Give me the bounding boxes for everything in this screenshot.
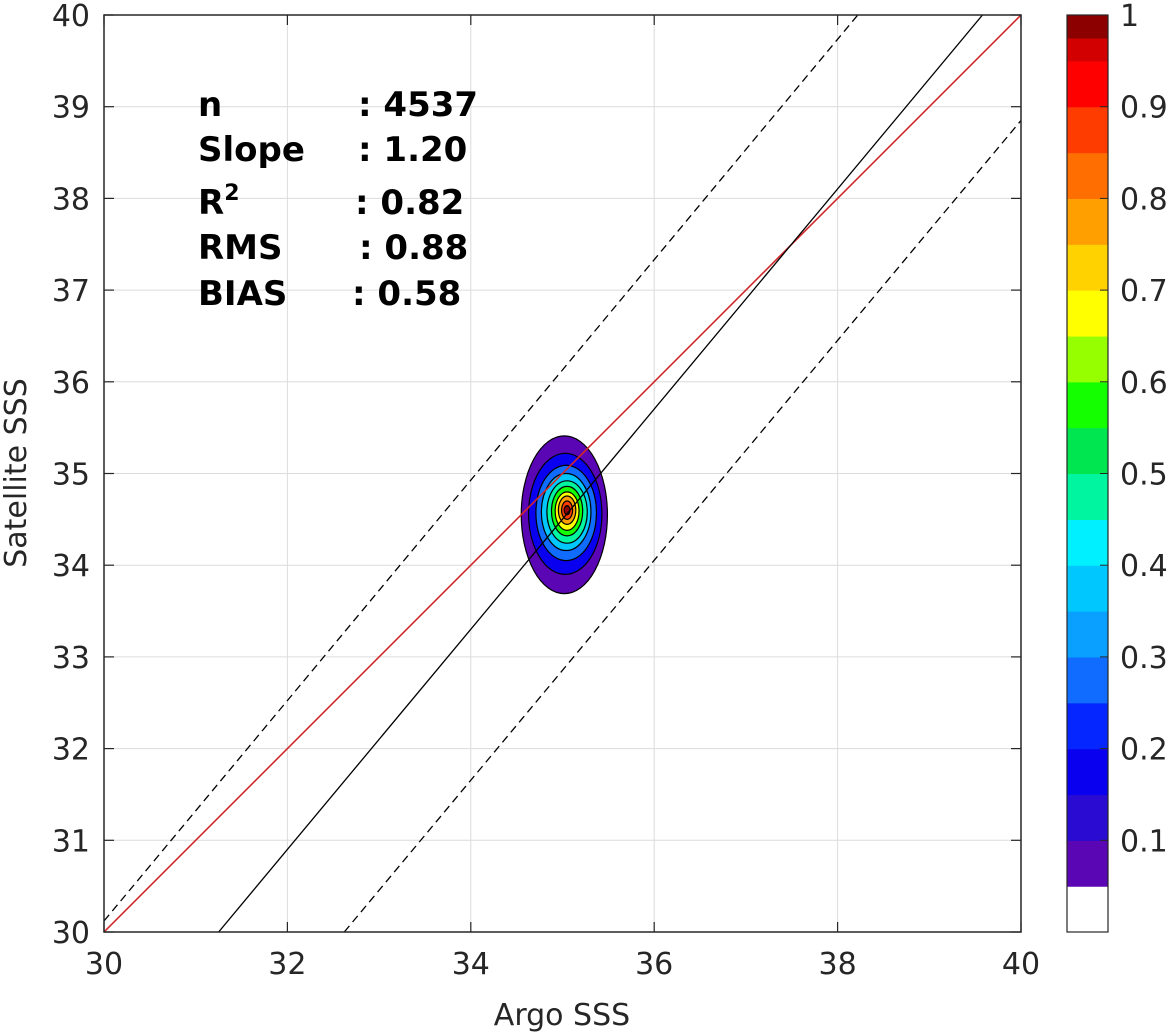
colorbar-band: [1067, 381, 1108, 429]
y-tick-label: 35: [52, 458, 90, 493]
colorbar-band: [1067, 656, 1108, 704]
x-tick-label: 36: [635, 947, 673, 982]
stat-label: n: [198, 85, 222, 125]
colorbar-band: [1067, 15, 1108, 39]
colorbar-tick-label: 1: [1120, 0, 1139, 34]
colorbar-tick-label: 0.6: [1120, 366, 1168, 401]
stat-value: : 4537: [358, 85, 478, 125]
y-tick-label: 39: [52, 91, 90, 126]
x-axis-label: Argo SSS: [494, 998, 630, 1033]
colorbar-band: [1067, 886, 1108, 933]
y-tick-label: 31: [52, 824, 90, 859]
stat-label: Slope: [198, 130, 305, 170]
colorbar-tick-label: 0.9: [1120, 91, 1168, 126]
colorbar-band: [1067, 244, 1108, 291]
y-tick-label: 37: [52, 274, 90, 309]
colorbar-band: [1067, 611, 1108, 658]
colorbar-band: [1067, 473, 1108, 520]
y-tick-label: 33: [52, 641, 90, 676]
colorbar-band: [1067, 60, 1108, 108]
colorbar-tick-label: 0.4: [1120, 549, 1168, 584]
x-tick-label: 34: [452, 947, 490, 982]
colorbar-band: [1067, 335, 1108, 383]
stat-value: : 0.88: [359, 228, 468, 268]
y-tick-label: 34: [52, 549, 90, 584]
x-tick-label: 32: [268, 947, 306, 982]
regression-line: [218, 15, 983, 932]
x-tick-label: 30: [85, 947, 123, 982]
stat-label-superscript: 2: [224, 181, 239, 206]
colorbar-tick-label: 0.2: [1120, 733, 1168, 768]
axis-ticks: 30 32 34 36 38 40 30 31 32 33 34 35 36 37 38 39 40: [52, 0, 1040, 982]
colorbar-band: [1067, 152, 1108, 199]
colorbar: 0.1 0.2 0.3 0.4 0.5 0.6 0.7 0.8 0.9 1: [1066, 0, 1168, 933]
stat-value: : 0.82: [355, 183, 464, 223]
colorbar-band: [1067, 840, 1108, 887]
colorbar-band: [1067, 290, 1108, 337]
stat-label: BIAS: [198, 274, 287, 314]
lower-bound-line: [343, 120, 1021, 932]
colorbar-band: [1067, 37, 1108, 62]
colorbar-band: [1067, 106, 1108, 154]
colorbar-band: [1067, 748, 1108, 796]
colorbar-tick-label: 0.5: [1120, 458, 1168, 493]
colorbar-band: [1067, 427, 1108, 475]
x-tick-label: 38: [819, 947, 857, 982]
colorbar-tick-label: 0.8: [1120, 182, 1168, 217]
stat-value: : 1.20: [358, 130, 467, 170]
upper-bound-line: [104, 15, 859, 922]
colorbar-tick-label: 0.3: [1120, 641, 1168, 676]
colorbar-tick-label: 0.7: [1120, 274, 1168, 309]
x-tick-label: 40: [1002, 947, 1040, 982]
y-tick-label: 32: [52, 733, 90, 768]
stat-value: : 0.58: [352, 274, 461, 314]
density-contours: [520, 435, 609, 595]
reference-lines: [104, 15, 1021, 932]
colorbar-band: [1067, 794, 1108, 841]
stat-label: RMS: [198, 228, 283, 268]
y-tick-label: 38: [52, 182, 90, 217]
colorbar-band: [1067, 702, 1108, 750]
y-axis-label: Satellite SSS: [0, 378, 34, 568]
one-to-one-line: [104, 15, 1021, 932]
colorbar-band: [1067, 198, 1108, 245]
colorbar-band: [1067, 519, 1108, 566]
y-tick-label: 36: [52, 366, 90, 401]
y-tick-label: 30: [52, 916, 90, 951]
colorbar-tick-label: 0.1: [1120, 824, 1168, 859]
colorbar-band: [1067, 565, 1108, 612]
y-tick-label: 40: [52, 0, 90, 34]
